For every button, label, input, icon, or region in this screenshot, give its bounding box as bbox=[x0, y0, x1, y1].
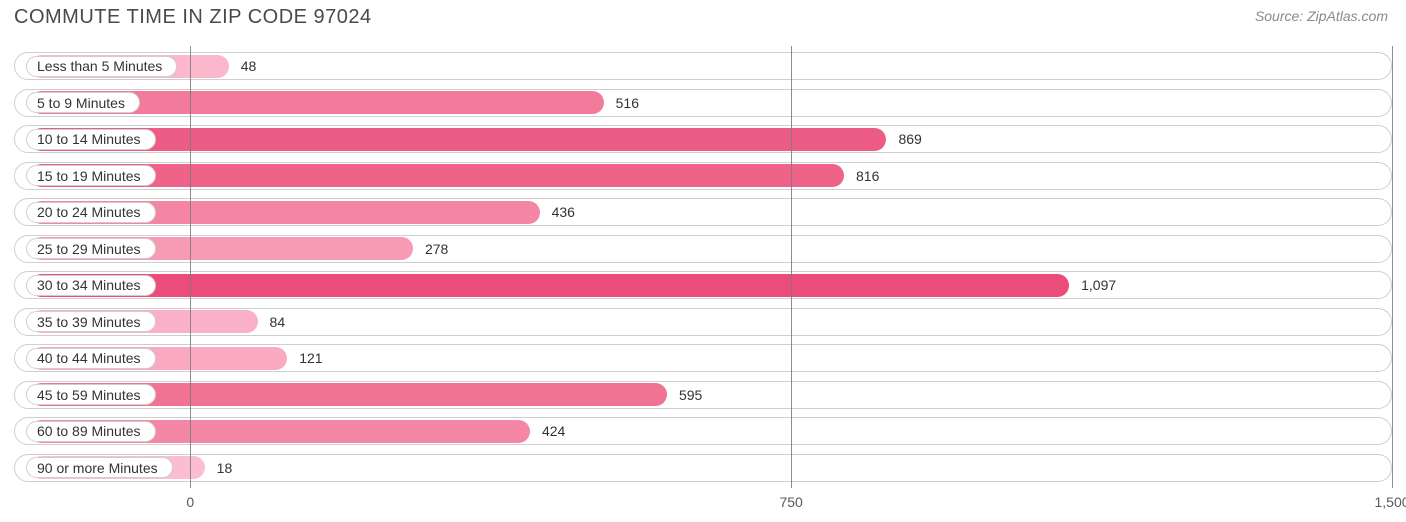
bar-row: 10 to 14 Minutes 869 bbox=[14, 125, 1392, 153]
bar-value-label: 48 bbox=[229, 52, 257, 80]
bar-row: 45 to 59 Minutes 595 bbox=[14, 381, 1392, 409]
plot-area: Less than 5 Minutes 48 5 to 9 Minutes 516 10… bbox=[14, 46, 1392, 488]
gridline bbox=[190, 46, 191, 488]
bar-row: 35 to 39 Minutes 84 bbox=[14, 308, 1392, 336]
bar-category-label: 45 to 59 Minutes bbox=[26, 384, 156, 405]
bar-category-label: 40 to 44 Minutes bbox=[26, 348, 156, 369]
bar-row: 40 to 44 Minutes 121 bbox=[14, 344, 1392, 372]
bar-row: 60 to 89 Minutes 424 bbox=[14, 417, 1392, 445]
bar-category-label: Less than 5 Minutes bbox=[26, 56, 177, 77]
bar-category-label: 10 to 14 Minutes bbox=[26, 129, 156, 150]
bar-category-label: 90 or more Minutes bbox=[26, 457, 173, 478]
gridline bbox=[791, 46, 792, 488]
x-axis-label: 1,500 bbox=[1374, 494, 1406, 510]
bar-rows: Less than 5 Minutes 48 5 to 9 Minutes 516 10… bbox=[14, 46, 1392, 488]
bar-category-label: 25 to 29 Minutes bbox=[26, 238, 156, 259]
bar-category-label: 35 to 39 Minutes bbox=[26, 311, 156, 332]
bar-row: Less than 5 Minutes 48 bbox=[14, 52, 1392, 80]
bar-value-label: 595 bbox=[667, 381, 702, 409]
bar-fill bbox=[30, 128, 886, 151]
bar-value-label: 816 bbox=[844, 162, 879, 190]
bar-value-label: 84 bbox=[258, 308, 286, 336]
bar-category-label: 20 to 24 Minutes bbox=[26, 202, 156, 223]
bar-value-label: 516 bbox=[604, 89, 639, 117]
chart-source: Source: ZipAtlas.com bbox=[1255, 8, 1388, 24]
bar-row: 25 to 29 Minutes 278 bbox=[14, 235, 1392, 263]
bar-row: 30 to 34 Minutes 1,097 bbox=[14, 271, 1392, 299]
gridline bbox=[1392, 46, 1393, 488]
x-axis: 07501,500 bbox=[14, 494, 1392, 514]
bar-value-label: 869 bbox=[886, 125, 921, 153]
bar-value-label: 436 bbox=[540, 198, 575, 226]
bar-value-label: 278 bbox=[413, 235, 448, 263]
x-axis-label: 0 bbox=[186, 494, 194, 510]
bar-row: 20 to 24 Minutes 436 bbox=[14, 198, 1392, 226]
bar-row: 90 or more Minutes 18 bbox=[14, 454, 1392, 482]
commute-time-chart: COMMUTE TIME IN ZIP CODE 97024 Source: Z… bbox=[0, 0, 1406, 522]
bar-row: 5 to 9 Minutes 516 bbox=[14, 89, 1392, 117]
bar-category-label: 60 to 89 Minutes bbox=[26, 421, 156, 442]
bar-value-label: 1,097 bbox=[1069, 271, 1116, 299]
bar-category-label: 30 to 34 Minutes bbox=[26, 275, 156, 296]
bar-value-label: 18 bbox=[205, 454, 233, 482]
chart-title: COMMUTE TIME IN ZIP CODE 97024 bbox=[14, 6, 372, 29]
bar-category-label: 5 to 9 Minutes bbox=[26, 92, 140, 113]
bar-value-label: 424 bbox=[530, 417, 565, 445]
bar-row: 15 to 19 Minutes 816 bbox=[14, 162, 1392, 190]
x-axis-label: 750 bbox=[779, 494, 802, 510]
bar-category-label: 15 to 19 Minutes bbox=[26, 165, 156, 186]
bar-fill bbox=[30, 274, 1069, 297]
bar-value-label: 121 bbox=[287, 344, 322, 372]
